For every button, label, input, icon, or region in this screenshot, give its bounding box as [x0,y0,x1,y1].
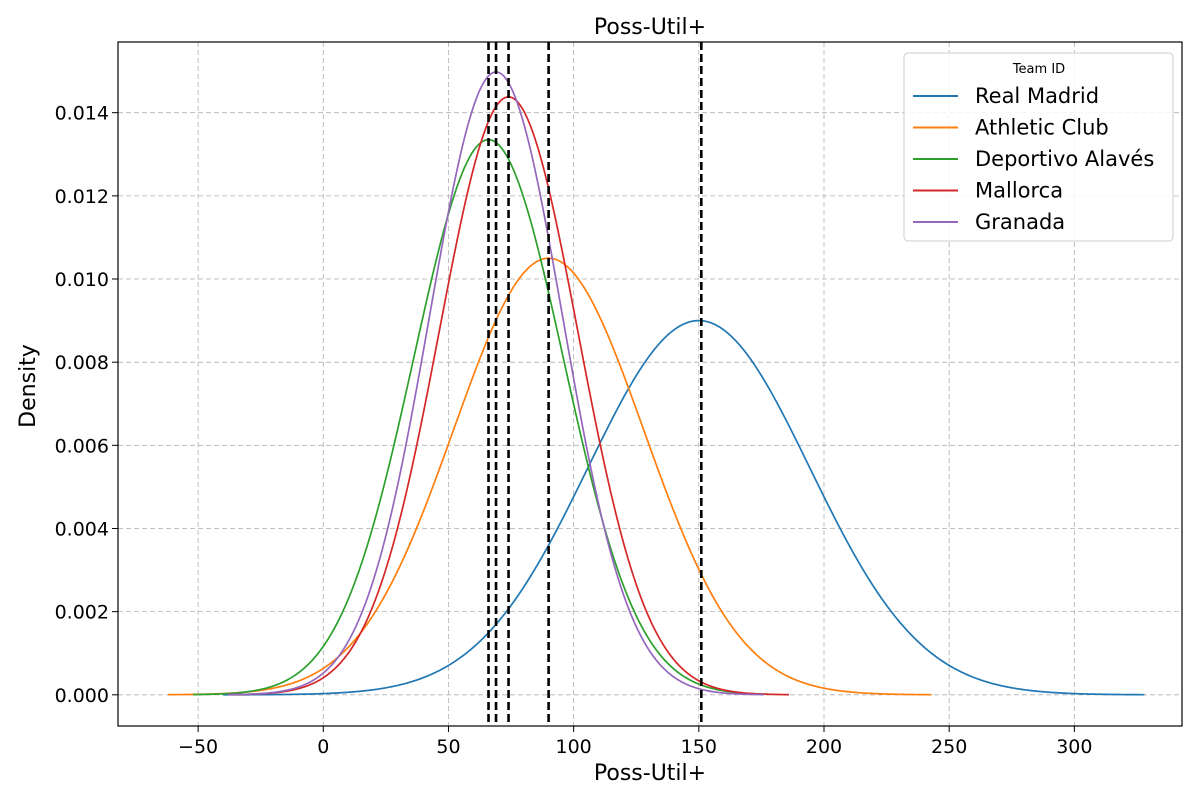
y-tick-label: 0.006 [55,435,109,457]
legend-box [903,52,1174,242]
mean-lines-layer [487,42,703,726]
y-tick-label: 0.012 [55,186,109,208]
legend-label-1: Athletic Club [975,116,1109,140]
y-tick-label: 0.010 [55,269,109,291]
y-tick-label: 0.002 [55,602,109,624]
y-tick-label: 0.008 [55,352,109,374]
density-curve-0 [223,319,1145,696]
chart-title: Poss-Util+ [594,15,706,40]
plot-frame [117,41,1183,727]
x-tick-label: 300 [1056,736,1092,758]
x-tick-label: 0 [317,736,329,758]
x-tick-label: 50 [436,736,460,758]
legend-label-4: Granada [975,210,1065,234]
legend-entries: Real Madrid Athletic Club Deportivo Alavés… [913,84,1154,234]
x-tick-label: 150 [681,736,717,758]
y-tick-label: 0.000 [55,685,109,707]
legend-label-0: Real Madrid [975,84,1099,108]
y-tick-label: 0.004 [55,518,109,540]
x-axis-label: Poss-Util+ [594,761,706,786]
grid-layer [118,42,1182,726]
legend-label-2: Deportivo Alavés [975,147,1154,171]
x-tick-label: 200 [806,736,842,758]
x-tick-label: −50 [178,736,218,758]
legend-label-3: Mallorca [975,179,1063,203]
x-tick-label: 250 [931,736,967,758]
y-axis-label: Density [16,344,41,428]
x-tick-label: 100 [556,736,592,758]
legend-title: Team ID [1012,62,1065,77]
x-axis-ticks: −50 0 50 100 150 200 250 300 [178,726,1092,758]
y-tick-label: 0.014 [55,103,109,125]
legend: Team ID Real Madrid Athletic Club Deportiv… [903,52,1174,242]
y-axis-ticks: 0.000 0.002 0.004 0.006 0.008 0.010 0.012 0.014 [55,103,118,707]
